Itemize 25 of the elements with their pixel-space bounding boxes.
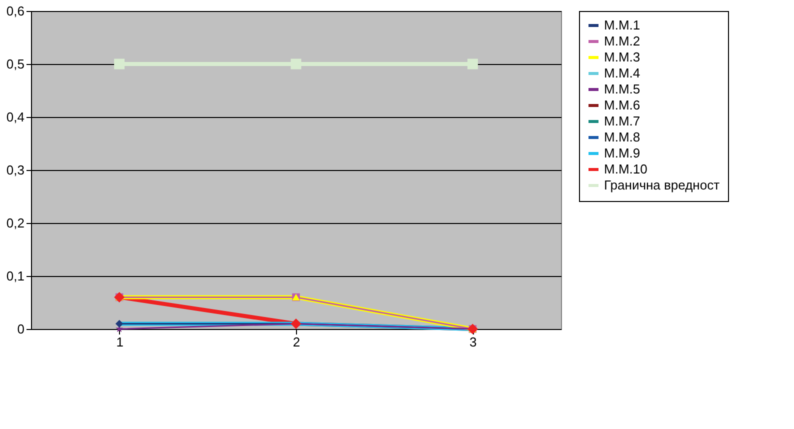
legend-label: М.М.8 [604,130,640,144]
y-tick-label: 0,3 [6,162,24,178]
point [290,58,302,70]
y-tick-label: 0,4 [6,110,24,124]
legend-label: М.М.4 [604,66,640,80]
point [115,320,124,328]
legend-label: М.М.6 [604,98,640,112]
legend-label: М.М.1 [604,18,640,32]
x-tick-label: 1 [116,334,124,350]
legend-label: М.М.9 [604,146,640,160]
y-tick-label: 0,2 [6,216,24,230]
y-tick-label: 0,6 [6,4,24,18]
y-tick-label: 0,1 [6,268,24,284]
x-tick-label: 3 [470,334,477,350]
x-tick-label: 2 [292,334,300,350]
legend-label: Гранична вредност [604,178,720,192]
y-tick-label: 0,5 [6,56,24,72]
legend-label: М.М.3 [604,50,640,64]
legend-label: М.М.10 [604,162,648,176]
legend-label: М.М.7 [604,114,640,128]
point [114,58,125,70]
legend-label: М.М.2 [604,34,640,48]
point [467,58,478,70]
y-tick-label: 0 [17,322,24,336]
legend-label: М.М.5 [604,82,640,96]
